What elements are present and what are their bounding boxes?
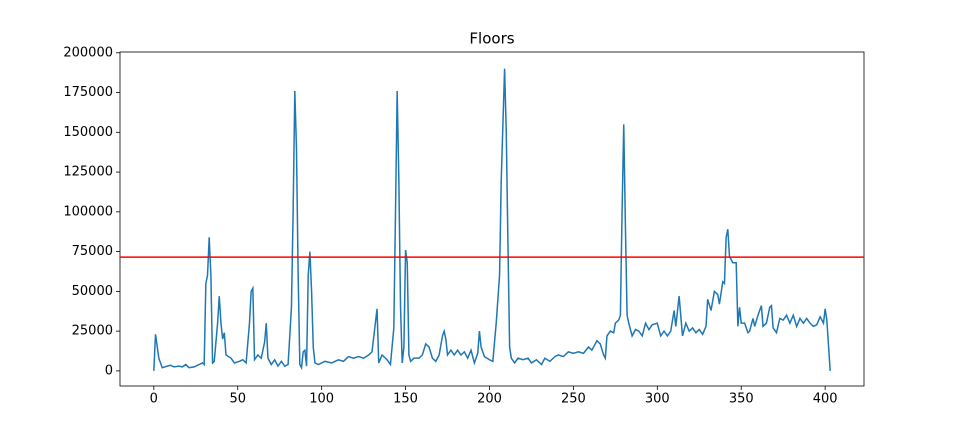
data-line (153, 68, 831, 371)
y-tick-label: 0 (105, 363, 113, 378)
x-tick-label: 50 (229, 392, 246, 407)
y-tick-label: 50000 (72, 284, 113, 299)
x-tick-label: 200 (477, 392, 502, 407)
y-tick-label: 200000 (63, 45, 113, 60)
chart-title: Floors (469, 30, 514, 48)
x-tick-label: 250 (561, 392, 586, 407)
plot-frame (119, 51, 865, 387)
x-tick-label: 150 (393, 392, 418, 407)
y-tick-label: 25000 (72, 324, 113, 339)
y-tick-label: 125000 (63, 165, 113, 180)
y-tick-label: 175000 (63, 85, 113, 100)
x-tick-label: 100 (309, 392, 334, 407)
y-tick-label: 100000 (63, 204, 113, 219)
x-tick-label: 350 (729, 392, 754, 407)
x-tick-label: 300 (645, 392, 670, 407)
y-tick-label: 150000 (63, 125, 113, 140)
x-tick-label: 400 (813, 392, 838, 407)
x-tick-label: 0 (150, 392, 158, 407)
y-tick-label: 75000 (72, 244, 113, 259)
